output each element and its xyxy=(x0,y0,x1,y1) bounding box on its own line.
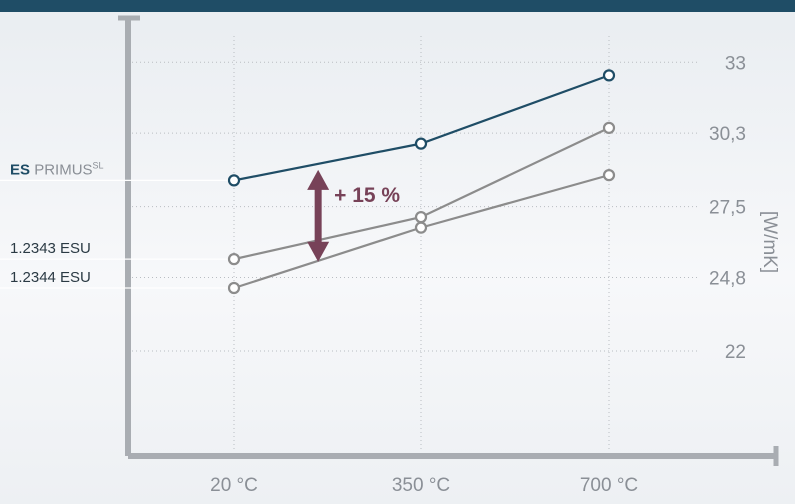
y-tick-label: 22 xyxy=(725,342,746,363)
y-tick-label: 27,5 xyxy=(709,198,746,219)
data-point xyxy=(602,69,616,82)
gridlines xyxy=(132,36,700,452)
y-tick-label: 30,3 xyxy=(709,124,746,145)
top-bar xyxy=(0,0,795,12)
y-tick-label: 33 xyxy=(725,53,746,74)
data-point xyxy=(414,221,428,234)
series-label: 1.2343 ESU xyxy=(10,240,91,257)
data-point xyxy=(227,253,241,266)
tick-labels: 33 30,3 27,5 24,8 22 20 °C 350 °C 700 °C [W/mK] E… xyxy=(10,53,780,496)
series-label: ES PRIMUSSL xyxy=(10,160,104,178)
data-point xyxy=(227,281,241,295)
x-tick-label: 350 °C xyxy=(392,475,450,496)
axes xyxy=(118,15,779,466)
annotation-text: + 15 % xyxy=(334,184,400,207)
annotation-arrow-head-down xyxy=(307,241,330,262)
data-point xyxy=(602,169,616,182)
data-point xyxy=(414,211,428,224)
data-point xyxy=(414,137,428,150)
series-group xyxy=(227,69,616,295)
annotation-arrow-head-up xyxy=(307,169,330,190)
data-point xyxy=(227,174,241,187)
y-axis-label: [W/mK] xyxy=(759,211,780,273)
series-label: 1.2344 ESU xyxy=(10,269,91,286)
x-tick-label: 20 °C xyxy=(210,475,258,496)
y-tick-label: 24,8 xyxy=(709,269,746,290)
x-tick-label: 700 °C xyxy=(580,475,638,496)
difference-annotation: + 15 % xyxy=(307,169,400,262)
data-point xyxy=(602,121,616,134)
series-leader-lines xyxy=(0,179,234,289)
